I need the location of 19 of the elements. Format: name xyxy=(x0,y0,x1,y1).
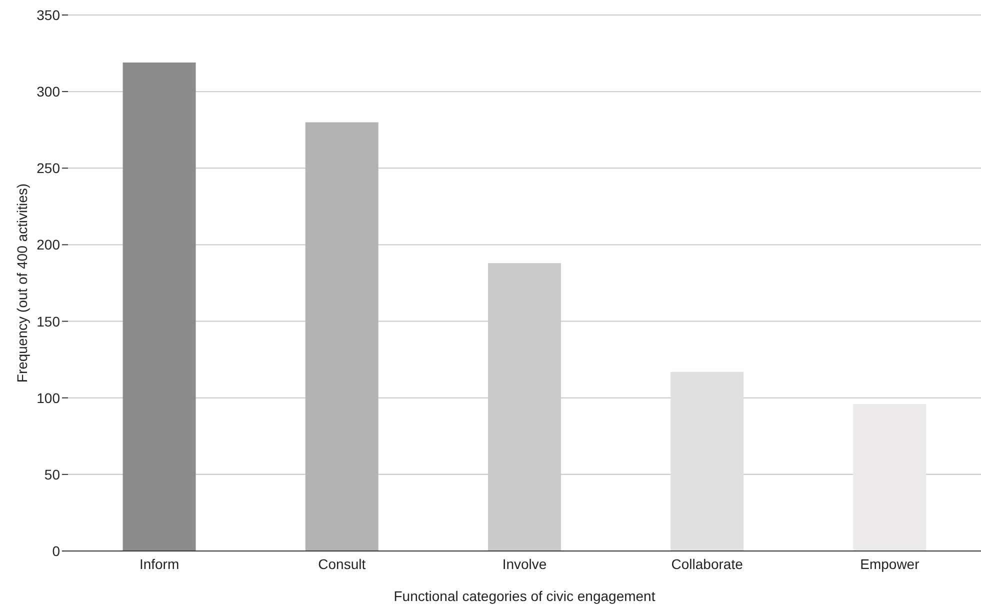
y-axis-title: Frequency (out of 400 activities) xyxy=(14,183,30,383)
y-tick-label: 300 xyxy=(36,84,60,100)
y-tick-label: 50 xyxy=(44,466,60,482)
y-tick-label: 150 xyxy=(36,313,60,330)
x-tick-label: Consult xyxy=(318,556,366,572)
x-tick-label: Inform xyxy=(139,556,180,572)
x-tick-label: Empower xyxy=(860,556,920,572)
bar xyxy=(305,122,378,551)
bar xyxy=(670,372,744,551)
bar xyxy=(122,62,196,551)
y-tick-label: 100 xyxy=(36,390,60,406)
x-axis-title: Functional categories of civic engagement xyxy=(394,588,656,604)
y-tick-label: 200 xyxy=(36,236,60,253)
bar xyxy=(853,404,926,551)
y-tick-label: 350 xyxy=(36,6,60,23)
x-tick-label: Involve xyxy=(502,556,547,572)
x-tick-label: Collaborate xyxy=(671,556,744,572)
y-tick-label: 0 xyxy=(52,542,60,559)
y-tick-label: 250 xyxy=(36,160,60,176)
